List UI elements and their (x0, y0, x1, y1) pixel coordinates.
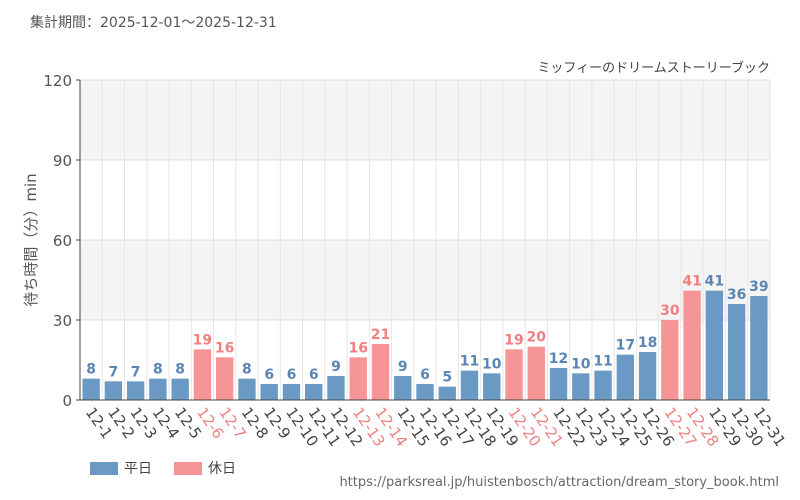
bar-12-23[interactable] (572, 373, 590, 400)
data-label: 6 (287, 367, 297, 383)
legend-label-holiday: 休日 (208, 461, 236, 477)
data-label: 8 (86, 362, 96, 378)
data-label: 6 (264, 367, 274, 383)
period-label: 集計期間：2025-12-01～2025-12-31 (30, 15, 277, 31)
bar-12-28[interactable] (683, 290, 701, 400)
data-label: 20 (527, 330, 547, 346)
data-label: 7 (131, 364, 141, 380)
legend: 平日 休日 (90, 458, 258, 478)
data-label: 8 (153, 362, 163, 378)
legend-item-holiday[interactable]: 休日 (174, 458, 236, 478)
y-tick-label: 60 (53, 232, 72, 250)
bar-12-1[interactable] (82, 378, 100, 400)
legend-swatch-holiday (174, 461, 202, 475)
bar-12-2[interactable] (104, 381, 123, 400)
bar-12-17[interactable] (438, 386, 456, 400)
bar-12-5[interactable] (171, 378, 189, 400)
data-label: 41 (705, 274, 724, 290)
bar-12-9[interactable] (260, 384, 278, 400)
plot-band (80, 80, 770, 160)
data-label: 11 (593, 354, 612, 370)
bar-12-8[interactable] (238, 378, 256, 400)
bar-12-7[interactable] (215, 357, 234, 400)
data-label: 16 (348, 340, 367, 356)
bar-12-4[interactable] (149, 378, 167, 400)
data-label: 16 (215, 340, 234, 356)
data-label: 19 (504, 332, 523, 348)
bar-12-25[interactable] (616, 354, 635, 400)
bar-12-12[interactable] (327, 376, 345, 400)
bar-12-21[interactable] (527, 346, 545, 400)
source-url[interactable]: https://parksreal.jp/huistenbosch/attrac… (339, 475, 779, 490)
y-tick-label: 90 (53, 152, 72, 170)
data-label: 10 (571, 356, 591, 372)
bar-12-3[interactable] (126, 381, 145, 400)
bar-12-13[interactable] (349, 357, 367, 400)
bar-12-20[interactable] (505, 349, 523, 400)
data-label: 7 (109, 364, 119, 380)
data-label: 8 (175, 362, 185, 378)
data-label: 9 (331, 359, 341, 375)
data-label: 17 (616, 338, 635, 354)
bar-12-29[interactable] (705, 290, 724, 400)
data-label: 11 (460, 354, 479, 370)
data-label: 5 (442, 370, 452, 386)
data-label: 36 (727, 287, 746, 303)
bar-12-10[interactable] (282, 384, 301, 400)
bar-12-22[interactable] (549, 368, 568, 400)
data-label: 18 (638, 335, 657, 351)
bar-12-31[interactable] (750, 296, 768, 400)
bar-12-16[interactable] (416, 384, 434, 400)
y-tick-label: 0 (62, 392, 72, 410)
plot-band (80, 240, 770, 320)
data-label: 8 (242, 362, 252, 378)
bar-12-30[interactable] (727, 304, 746, 400)
bar-12-26[interactable] (638, 352, 657, 400)
bar-12-14[interactable] (371, 344, 390, 400)
bar-12-15[interactable] (394, 376, 412, 400)
data-label: 9 (398, 359, 408, 375)
legend-item-weekday[interactable]: 平日 (90, 458, 152, 478)
y-tick-label: 30 (53, 312, 72, 330)
y-axis-label: 待ち時間（分）min (22, 173, 40, 306)
data-label: 39 (749, 279, 768, 295)
data-label: 41 (682, 274, 701, 290)
data-label: 21 (371, 327, 390, 343)
legend-label-weekday: 平日 (124, 461, 152, 477)
bar-12-6[interactable] (193, 349, 212, 400)
data-label: 6 (420, 367, 430, 383)
data-label: 12 (549, 351, 568, 367)
bar-12-27[interactable] (661, 320, 679, 400)
bar-12-24[interactable] (594, 370, 612, 400)
bar-12-11[interactable] (305, 384, 323, 400)
bar-12-19[interactable] (483, 373, 501, 400)
data-label: 10 (482, 356, 502, 372)
data-label: 6 (309, 367, 319, 383)
data-label: 19 (193, 332, 212, 348)
y-tick-label: 120 (43, 72, 72, 90)
legend-swatch-weekday (90, 461, 118, 475)
bar-12-18[interactable] (460, 370, 479, 400)
chart-title: ミッフィーのドリームストーリーブック (537, 60, 770, 76)
data-label: 30 (660, 303, 680, 319)
